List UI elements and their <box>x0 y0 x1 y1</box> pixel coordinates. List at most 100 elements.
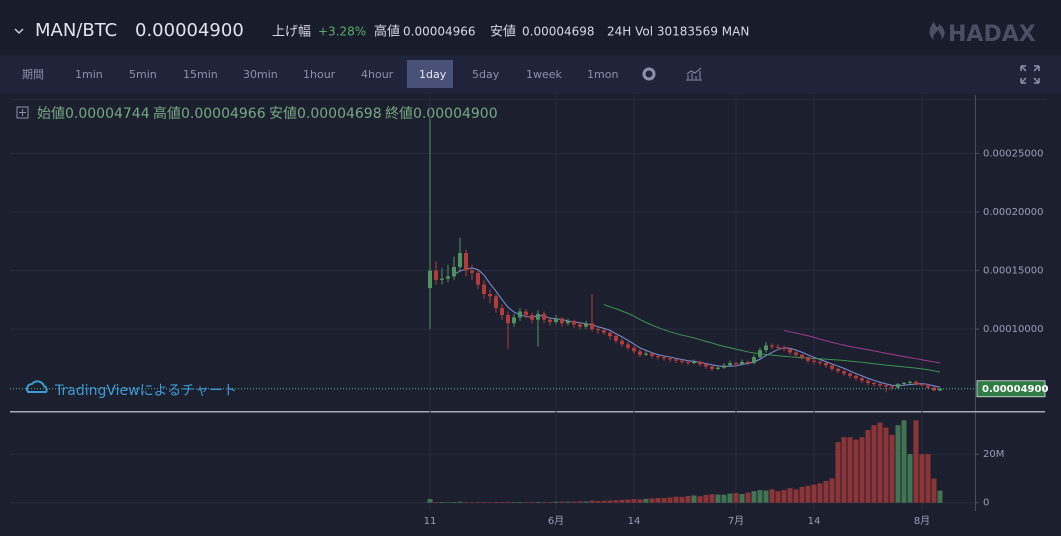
candle-body <box>506 315 510 324</box>
candle-body <box>596 329 600 331</box>
candle-body <box>464 253 468 271</box>
candle-body <box>836 368 840 372</box>
candle-body <box>458 253 462 268</box>
watermark[interactable]: TradingViewによるチャート <box>54 383 237 399</box>
volume-bar <box>487 502 493 503</box>
volume-bar <box>457 501 463 503</box>
volume-bar <box>565 501 571 503</box>
volume-bar <box>781 490 787 503</box>
volume-bar <box>451 501 457 503</box>
candle-body <box>770 345 774 347</box>
settings-icon[interactable] <box>642 67 656 81</box>
volume-bar <box>523 502 529 503</box>
interval-button[interactable]: 5day <box>472 68 500 81</box>
indicator-icon[interactable] <box>686 67 702 81</box>
candle-body <box>908 381 912 383</box>
volume-bar <box>739 493 745 503</box>
volume-bar <box>691 495 697 503</box>
high-value: 0.00004966 <box>181 106 266 122</box>
close-value: 0.00004900 <box>413 106 498 122</box>
volume-bar <box>571 501 577 503</box>
volume-bar <box>475 502 481 503</box>
volume-bar <box>577 501 583 503</box>
fullscreen-icon[interactable] <box>1020 65 1040 84</box>
candle-body <box>572 320 576 325</box>
volume-bar <box>847 437 853 503</box>
pane-separator <box>10 411 1045 413</box>
dropdown-icon[interactable] <box>14 28 24 35</box>
candle-body <box>740 361 744 365</box>
toolbar <box>0 56 1061 94</box>
interval-button[interactable]: 1day <box>419 68 447 81</box>
interval-button[interactable]: 1min <box>75 68 103 81</box>
candle-body <box>554 318 558 323</box>
volume-bar <box>823 480 829 503</box>
volume-bar <box>883 427 889 503</box>
high-label: 高値 <box>153 105 181 122</box>
volume-bar <box>445 502 451 503</box>
interval-button[interactable]: 1mon <box>587 68 618 81</box>
candle-body <box>884 385 888 387</box>
interval-button[interactable]: 5min <box>129 68 157 81</box>
moving-average <box>783 329 941 364</box>
candle-body <box>620 340 624 345</box>
plot: 11 6月 14 7月 14 8月 0.00010000 0.00015000 0.000200… <box>10 95 1048 527</box>
moving-average <box>453 267 941 388</box>
interval-button[interactable]: 1hour <box>303 68 336 81</box>
candle-body <box>512 317 516 324</box>
x-tick-label: 11 <box>424 516 437 527</box>
candle-body <box>656 355 660 358</box>
volume-bar <box>907 454 913 503</box>
candle-body <box>788 348 792 353</box>
candle-body <box>860 378 864 381</box>
interval-button[interactable]: 4hour <box>361 68 394 81</box>
candle-body <box>470 270 474 273</box>
candle-body <box>764 345 768 351</box>
x-tick-label: 14 <box>628 516 641 527</box>
volume-bar <box>637 499 643 503</box>
volume-bar <box>649 498 655 503</box>
legend-toggle[interactable] <box>16 106 29 119</box>
pair[interactable]: MAN/BTC <box>35 20 117 41</box>
open-label: 始値 <box>37 106 65 122</box>
candle-body <box>560 318 564 324</box>
candle-body <box>698 361 702 365</box>
volume-bar <box>559 501 565 503</box>
logo[interactable]: HADAX <box>948 22 1036 47</box>
candle-body <box>704 364 708 367</box>
candle-body <box>602 330 606 333</box>
low: 0.00004698 <box>522 25 595 39</box>
volume-bar <box>709 494 715 503</box>
candle-body <box>524 311 528 316</box>
volume-bar <box>835 442 841 503</box>
candle-body <box>548 319 552 323</box>
volume-bar <box>625 499 631 503</box>
candle-body <box>542 313 546 320</box>
change-label: 上げ幅 <box>272 25 311 40</box>
price: 0.00004900 <box>135 20 244 41</box>
candle-body <box>494 296 498 309</box>
volume-bar <box>607 500 613 503</box>
candle-body <box>800 354 804 358</box>
watermark-icon[interactable] <box>26 380 48 393</box>
candle-body <box>824 363 828 366</box>
last-price-box <box>976 380 1046 398</box>
volume-bar <box>829 478 835 503</box>
volume-bar <box>517 501 523 503</box>
volume-bar <box>427 499 433 503</box>
interval-button[interactable]: 1week <box>526 68 563 81</box>
interval-button[interactable]: 30min <box>243 68 278 81</box>
interval-button[interactable]: 15min <box>183 68 218 81</box>
candle-body <box>812 360 816 362</box>
volume-bar <box>925 454 931 503</box>
volume-24h: 24H Vol 30183569 MAN <box>607 25 749 39</box>
header-bar <box>0 0 1061 54</box>
volume-bar <box>937 490 943 503</box>
volume-bar <box>763 490 769 503</box>
candle-body <box>608 332 612 337</box>
candle-body <box>902 382 906 385</box>
candle-body <box>692 361 696 364</box>
volume-bar <box>787 488 793 503</box>
volume-bar <box>805 485 811 503</box>
volume-bar <box>817 483 823 503</box>
